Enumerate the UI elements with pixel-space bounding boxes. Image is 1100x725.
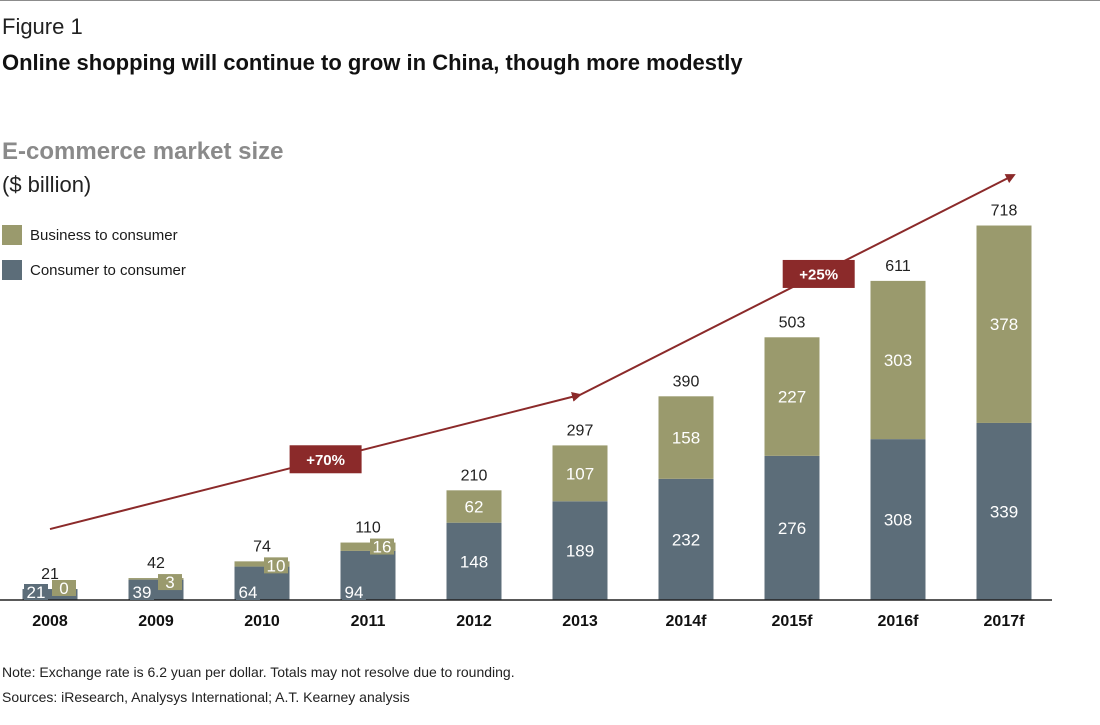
chart-title: E-commerce market size [2,138,284,165]
x-tick-2014f: 2014f [666,613,708,630]
x-tick-2012: 2012 [456,613,492,630]
bar-c2c-2013 [552,501,608,600]
growth-badge-label-2: +25% [799,266,838,283]
legend-swatch-b2c [2,225,22,245]
legend-swatch-c2c [2,260,22,280]
value-label-b2c-2012: 62 [465,498,484,517]
total-label-2008: 21 [41,566,59,583]
x-tick-2016f: 2016f [878,613,920,630]
footnote: Note: Exchange rate is 6.2 yuan per doll… [2,664,515,680]
legend-label-c2c: Consumer to consumer [30,261,186,279]
bar-b2c-2009 [128,578,184,580]
value-tag-c2c-2011 [342,584,366,600]
bar-b2c-2011 [340,542,396,551]
value-label-b2c-2008: 0 [59,579,68,598]
bar-b2c-2017f [976,225,1032,423]
growth-badge-label-1: +70% [306,452,345,469]
bar-b2c-2010 [234,561,290,567]
chart-subtitle: ($ billion) [2,172,92,197]
legend-item-c2c: Consumer to consumer [2,259,186,281]
value-label-b2c-2015f: 227 [778,388,806,407]
bar-c2c-2014f [658,478,714,600]
value-label-b2c-2014f: 158 [672,429,700,448]
total-label-2009: 42 [147,555,165,572]
value-label-b2c-2009: 3 [165,573,174,592]
bar-c2c-2012 [446,522,502,600]
figure-title: Online shopping will continue to grow in… [2,50,743,75]
value-label-c2c-2010: 64 [239,583,258,602]
total-label-2010: 74 [253,538,271,555]
total-label-2013: 297 [567,422,594,439]
bar-b2c-2014f [658,396,714,479]
value-tag-b2c-2008 [52,580,76,596]
value-tag-b2c-2010 [264,557,288,574]
figure-label: Figure 1 [2,14,83,39]
value-label-c2c-2008: 21 [27,583,46,602]
value-label-c2c-2017f: 339 [990,502,1018,521]
bar-c2c-2015f [764,455,820,600]
value-tag-c2c-2009 [130,584,154,600]
total-label-2011: 110 [355,520,381,537]
x-tick-2008: 2008 [32,613,68,630]
bar-b2c-2015f [764,337,820,456]
value-label-c2c-2009: 39 [133,583,152,602]
growth-badge-2 [782,259,855,288]
value-tag-c2c-2010 [236,584,260,600]
legend-label-b2c: Business to consumer [30,226,178,244]
value-label-b2c-2013: 107 [566,464,594,483]
bar-c2c-2017f [976,422,1032,600]
x-tick-2017f: 2017f [984,613,1026,630]
x-tick-2015f: 2015f [772,613,814,630]
x-tick-2013: 2013 [562,613,598,630]
value-label-c2c-2012: 148 [460,552,488,571]
value-label-c2c-2015f: 276 [778,519,806,538]
x-tick-2011: 2011 [351,613,386,630]
legend-item-b2c: Business to consumer [2,224,186,246]
total-label-2012: 210 [461,467,488,484]
total-label-2015f: 503 [779,314,806,331]
value-tag-b2c-2011 [370,538,394,555]
value-tag-c2c-2008 [24,584,48,600]
x-tick-2010: 2010 [244,613,280,630]
x-tick-2009: 2009 [138,613,174,630]
bar-b2c-2013 [552,445,608,502]
value-label-b2c-2017f: 378 [990,315,1018,334]
value-label-c2c-2014f: 232 [672,530,700,549]
bar-c2c-2008 [22,589,78,600]
growth-badge-1 [289,445,362,474]
value-label-b2c-2011: 16 [373,538,392,557]
total-label-2016f: 611 [885,258,911,275]
top-rule [0,0,1100,1]
value-label-c2c-2013: 189 [566,542,594,561]
value-tag-b2c-2009 [158,574,182,591]
bar-b2c-2012 [446,490,502,523]
legend: Business to consumer Consumer to consume… [2,224,186,294]
value-label-c2c-2016f: 308 [884,511,912,530]
total-label-2014f: 390 [673,373,700,390]
bar-b2c-2016f [870,280,926,440]
sources: Sources: iResearch, Analysys Internation… [2,689,410,705]
bar-c2c-2016f [870,439,926,600]
value-label-b2c-2010: 10 [267,556,286,575]
value-label-b2c-2016f: 303 [884,351,912,370]
total-label-2017f: 718 [991,203,1018,220]
value-label-c2c-2011: 94 [345,583,364,602]
